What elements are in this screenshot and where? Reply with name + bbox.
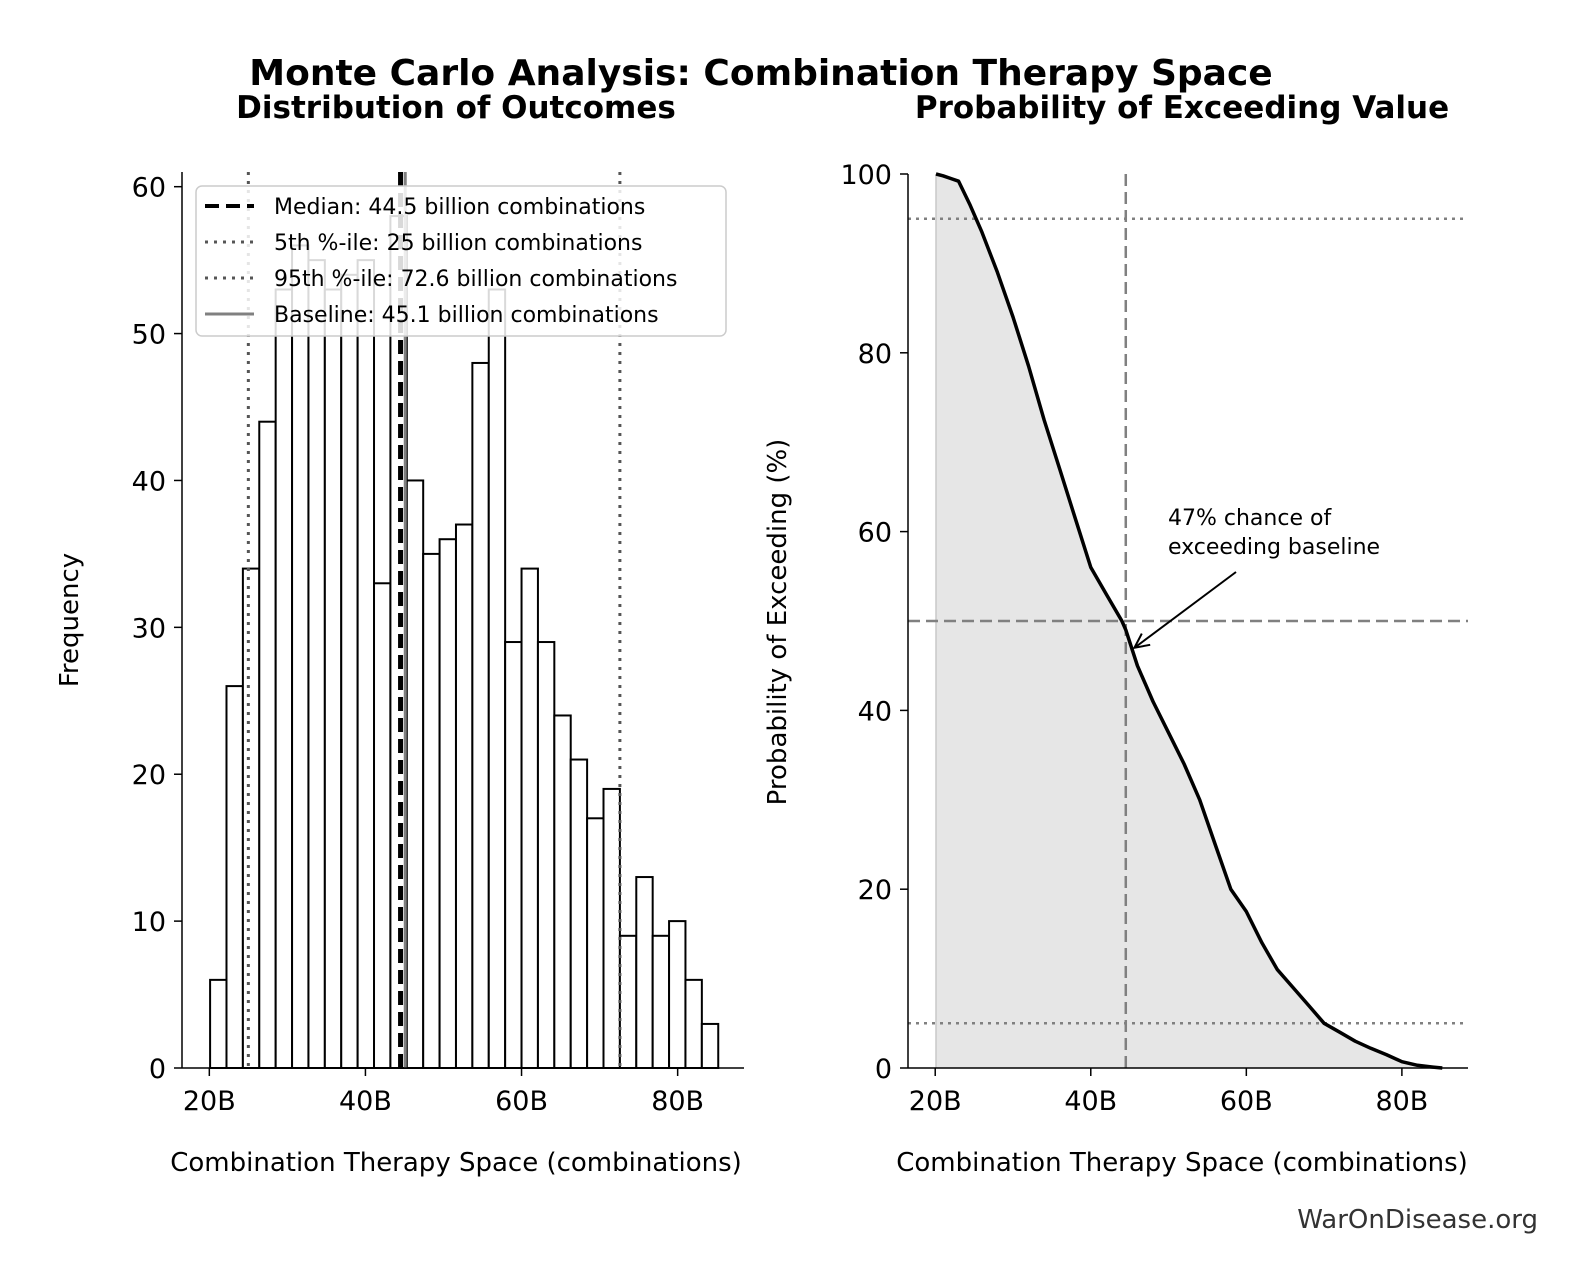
annotation-arrow	[1133, 571, 1237, 649]
exceedance-reference-lines	[908, 174, 1468, 1068]
histogram-bar-23	[569, 758, 589, 1069]
histogram-bar-21	[536, 641, 556, 1069]
histogram-bar-4	[258, 420, 277, 1070]
histogram-bars	[209, 215, 720, 1070]
exceedance-x-tick-label: 20B	[909, 1086, 962, 1117]
histogram-y-axis-label: Frequency	[55, 553, 85, 687]
exceedance-y-tick-label: 40	[858, 696, 892, 727]
exceedance-y-axis-label: Probability of Exceeding (%)	[763, 439, 793, 806]
histogram-x-tick-label: 40B	[339, 1086, 392, 1117]
histogram-bar-5	[274, 288, 294, 1070]
footer-credit: WarOnDisease.org	[1297, 1205, 1538, 1235]
histogram-y-tick-label: 10	[132, 907, 166, 938]
exceedance-y-tick-label: 80	[858, 339, 892, 370]
legend-frame	[195, 185, 727, 337]
histogram-bar-27	[635, 876, 654, 1070]
histogram-bar-6	[291, 244, 310, 1069]
figure-title: Monte Carlo Analysis: Combination Therap…	[249, 53, 1272, 94]
histogram-bar-24	[586, 817, 605, 1070]
histogram-bar-25	[602, 787, 621, 1069]
exceedance-y-tick-label: 60	[858, 518, 892, 549]
exceedance-x-tick-label: 60B	[1220, 1086, 1273, 1117]
histogram-bar-20	[520, 567, 539, 1069]
exceedance-y-tick-label: 0	[875, 1054, 892, 1085]
histogram-bar-17	[471, 361, 490, 1069]
histogram-bar-8	[323, 288, 343, 1070]
histogram-bar-18	[487, 288, 507, 1070]
histogram-bar-26	[618, 934, 638, 1069]
histogram-bar-7	[307, 259, 326, 1069]
exceedance-y-tick-label: 100	[840, 160, 892, 191]
histogram-bar-1	[209, 978, 228, 1069]
histogram-bar-3	[241, 567, 261, 1069]
histogram-x-tick-label: 80B	[651, 1086, 704, 1117]
exceedance-x-tick-label: 80B	[1375, 1086, 1428, 1117]
histogram-bar-16	[454, 523, 474, 1069]
histogram-bar-28	[651, 934, 671, 1069]
histogram-axes: 0 10 20 30 40 50 60 20B 40B 60B 80B	[132, 172, 744, 1117]
exceedance-x-axis-label: Combination Therapy Space (combinations)	[896, 1148, 1468, 1178]
histogram-y-tick-label: 50	[132, 320, 166, 351]
histogram-bar-19	[504, 641, 523, 1069]
histogram-bar-29	[668, 920, 687, 1069]
exceedance-axes: 0 20 40 60 80 100 20B 40B 60B 80B	[840, 160, 1468, 1117]
histogram-title: Distribution of Outcomes	[236, 90, 676, 126]
histogram-x-tick-label: 20B	[183, 1086, 236, 1117]
exceedance-title: Probability of Exceeding Value	[915, 90, 1449, 126]
histogram-bar-10	[356, 259, 376, 1069]
histogram-x-axis-label: Combination Therapy Space (combinations)	[170, 1148, 742, 1178]
histogram-y-tick-label: 20	[132, 760, 166, 791]
histogram-bar-14	[422, 552, 441, 1069]
histogram-bar-15	[438, 538, 457, 1069]
annotation-text-line-2: exceeding baseline	[1168, 535, 1380, 560]
baseline-annotation: 47% chance of exceeding baseline	[1132, 506, 1380, 650]
legend-p5-label: 5th %-ile: 25 billion combinations	[274, 231, 642, 256]
histogram-bar-11	[373, 582, 392, 1069]
histogram-bar-9	[340, 273, 359, 1069]
legend-baseline-label: Baseline: 45.1 billion combinations	[274, 303, 659, 328]
legend-median-label: Median: 44.5 billion combinations	[274, 195, 645, 220]
histogram-panel: Distribution of Outcomes 0 10 20 30 40 50 60 20…	[55, 90, 744, 1178]
histogram-y-tick-label: 30	[132, 613, 166, 644]
histogram-bar-13	[405, 479, 425, 1069]
exceedance-x-tick-label: 40B	[1064, 1086, 1117, 1117]
histogram-bar-30	[684, 978, 703, 1069]
annotation-arrow-head	[1132, 633, 1151, 650]
annotation-text-line-1: 47% chance of	[1168, 506, 1332, 531]
histogram-y-tick-label: 0	[149, 1054, 166, 1085]
exceedance-curve	[935, 172, 1443, 1070]
histogram-x-tick-label: 60B	[495, 1086, 548, 1117]
histogram-bar-31	[700, 1022, 720, 1070]
exceedance-area	[936, 174, 1443, 1068]
histogram-y-tick-label: 40	[132, 466, 166, 497]
histogram-legend: Median: 44.5 billion combinations 5th %-…	[195, 185, 727, 337]
histogram-bar-2	[225, 685, 244, 1070]
histogram-bar-22	[553, 714, 572, 1069]
histogram-y-tick-label: 60	[132, 173, 166, 204]
exceedance-panel: Probability of Exceeding Value 0 20 40 60 80…	[763, 90, 1468, 1178]
exceedance-y-tick-label: 20	[858, 875, 892, 906]
legend-p95-label: 95th %-ile: 72.6 billion combinations	[274, 267, 677, 292]
